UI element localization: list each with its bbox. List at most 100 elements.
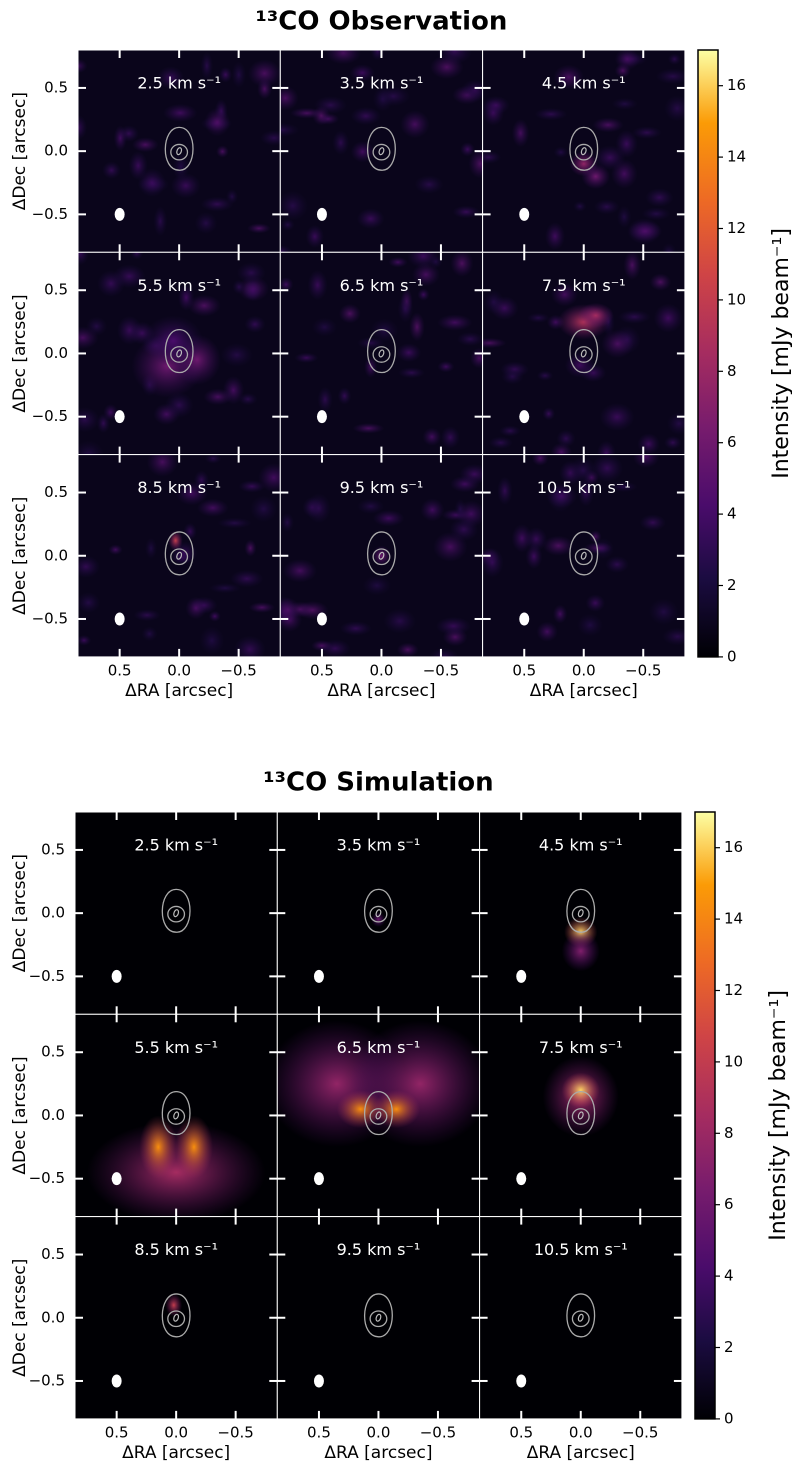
emission (163, 103, 198, 122)
emission (372, 1090, 421, 1129)
contour (580, 147, 587, 156)
contour (369, 1310, 388, 1328)
colorbar-tick-label: 14 (724, 910, 743, 928)
emission (138, 168, 166, 198)
emission (187, 294, 221, 317)
y-tick-label: 0.0 (41, 1308, 65, 1326)
emission (183, 522, 197, 541)
emission (452, 205, 480, 219)
beam (111, 969, 122, 983)
y-tick-label: −0.5 (29, 1371, 65, 1389)
contour (372, 143, 391, 161)
contour (375, 909, 382, 918)
panel (277, 1014, 480, 1217)
emission (468, 148, 483, 179)
emission (306, 493, 331, 524)
colorbar-tick-label: 8 (727, 362, 737, 380)
panel-background (75, 1216, 278, 1419)
y-axis-label: ΔDec [arcsec] (10, 854, 30, 972)
contour (378, 349, 385, 358)
panel (482, 454, 685, 657)
x-axis-label: ΔRA [arcsec] (324, 1443, 432, 1463)
channel-label: 3.5 km s⁻¹ (337, 836, 421, 855)
panel (75, 1216, 278, 1419)
emission (78, 440, 105, 455)
emission (583, 542, 613, 555)
panel (482, 252, 685, 455)
emission (144, 537, 158, 560)
beam (519, 207, 530, 221)
contour (369, 1108, 388, 1125)
channel-label: 8.5 km s⁻¹ (137, 478, 221, 497)
panel (75, 1014, 278, 1217)
y-tick-label: 0.5 (41, 840, 65, 858)
channel-label: 3.5 km s⁻¹ (340, 74, 424, 93)
emission (398, 367, 425, 379)
x-tick-label: −0.5 (423, 661, 459, 679)
emission (371, 911, 386, 928)
emission (133, 609, 161, 622)
emission (501, 368, 524, 385)
contour (364, 1090, 393, 1136)
emission (482, 547, 504, 578)
colorbar (694, 811, 716, 1420)
colorbar-tick-label: 6 (724, 1195, 734, 1213)
emission (108, 544, 123, 555)
x-tick-label: 0.5 (307, 1423, 331, 1441)
x-tick-label: 0.0 (572, 661, 596, 679)
colorbar-tick-label: 8 (724, 1124, 734, 1142)
emission (357, 336, 385, 350)
beam (313, 1172, 324, 1186)
emission (645, 188, 674, 208)
contour (571, 1310, 590, 1328)
beam (516, 969, 527, 983)
emission (244, 279, 262, 301)
x-tick-label: −0.5 (625, 661, 661, 679)
emission (174, 1115, 214, 1179)
contour (173, 1313, 180, 1322)
y-tick-label: 0.5 (41, 1043, 65, 1061)
emission (653, 303, 683, 333)
emission (230, 569, 264, 588)
emission (157, 66, 185, 90)
contour (367, 328, 396, 374)
emission (317, 386, 333, 413)
panel (280, 50, 483, 253)
emission (429, 55, 464, 80)
emission (311, 317, 338, 337)
emission (153, 403, 180, 426)
x-tick-label: 0.0 (167, 661, 191, 679)
x-tick-label: 0.0 (569, 1423, 593, 1441)
emission (546, 483, 578, 509)
contour (167, 905, 186, 923)
emission (631, 126, 662, 139)
x-tick-label: 0.5 (512, 661, 536, 679)
emission (185, 596, 207, 620)
chart-title: ¹³CO Observation (256, 7, 508, 37)
emission (450, 252, 474, 277)
emission (280, 85, 299, 111)
emission (311, 639, 333, 652)
emission (591, 454, 624, 483)
contour (161, 1293, 191, 1338)
contour (170, 548, 189, 566)
beam (313, 969, 324, 983)
emission (616, 205, 632, 229)
colorbar-tick-label: 10 (727, 290, 746, 308)
emission (553, 146, 569, 159)
emission (639, 514, 666, 531)
panel (479, 1216, 682, 1419)
emission (204, 107, 231, 137)
emission (113, 125, 127, 151)
emission (97, 270, 125, 297)
emission (78, 555, 100, 578)
panel (78, 50, 281, 253)
emission (372, 509, 405, 527)
emission (459, 463, 483, 485)
emission (429, 647, 459, 657)
colorbar-tick-label: 12 (724, 981, 743, 999)
contour (375, 1313, 382, 1322)
panel-background (75, 812, 278, 1015)
emission (204, 454, 222, 464)
y-tick-label: 0.5 (44, 483, 68, 501)
